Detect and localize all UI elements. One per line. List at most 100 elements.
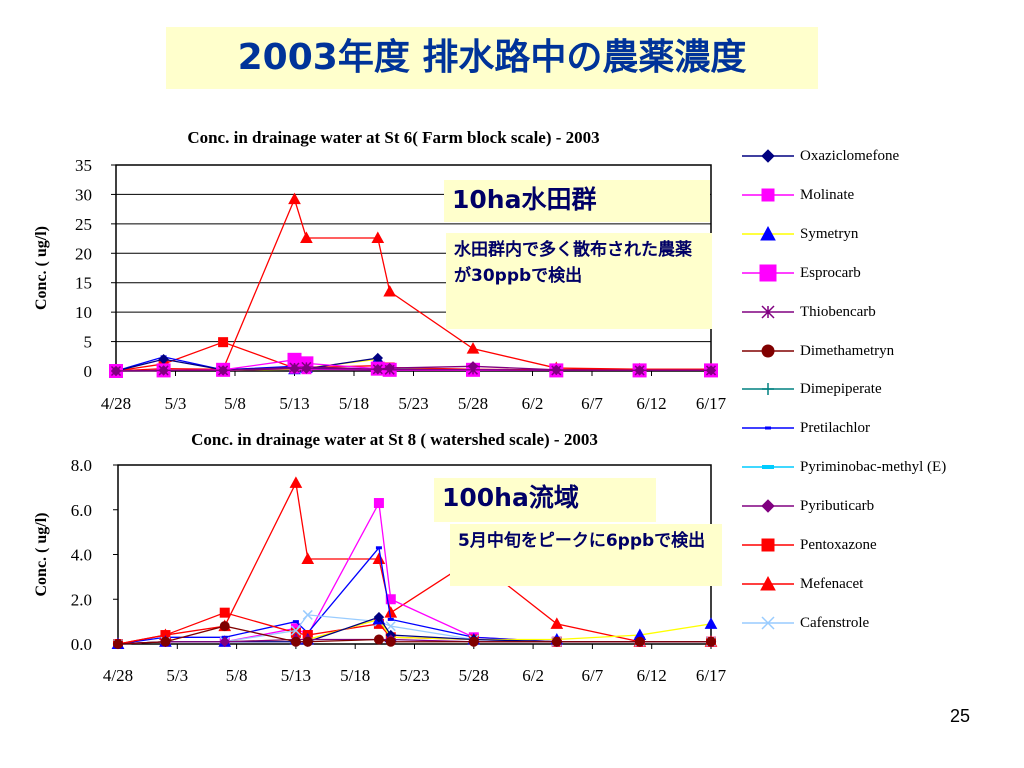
legend-marker (761, 538, 775, 552)
legend-swatch (742, 344, 794, 357)
data-point (160, 636, 171, 647)
legend-marker (760, 575, 776, 591)
chart-bottom-ytick-label: 8.0 (71, 456, 92, 475)
legend-swatch (742, 149, 794, 163)
chart-top-ytick-label: 10 (75, 303, 92, 322)
chart-top-xtick-label: 5/13 (279, 394, 309, 413)
data-point (704, 617, 718, 629)
legend-swatch (742, 305, 794, 319)
chart-top-xtick-label: 5/23 (398, 394, 428, 413)
chart-bottom-xtick-label: 6/12 (637, 666, 667, 685)
legend-item: Esprocarb (742, 263, 1012, 283)
legend-label: Molinate (800, 186, 855, 203)
chart-top-ytick-label: 5 (84, 333, 93, 352)
slide-title: 2003年度 排水路中の農薬濃度 (166, 27, 818, 89)
legend-marker (761, 188, 775, 202)
callout-top-heading-text: 10ha水田群 (452, 185, 597, 214)
legend-label: Cafenstrole (800, 614, 870, 631)
legend-swatch (742, 575, 794, 591)
legend-label: Pentoxazone (800, 537, 877, 553)
chart-bottom-xtick-label: 5/13 (281, 666, 311, 685)
data-point (706, 636, 716, 647)
data-point (110, 365, 122, 377)
legend-item: Oxaziclomefone (742, 146, 1012, 166)
data-point (384, 364, 395, 375)
legend-item: Cafenstrole (742, 613, 1012, 633)
data-point (375, 546, 382, 550)
data-point (372, 364, 383, 375)
chart-bottom-ytick-label: 4.0 (71, 546, 92, 565)
data-point (289, 476, 303, 488)
chart-top-title: Conc. in drainage water at St 6( Farm bl… (187, 128, 599, 147)
chart-top-xtick-label: 6/17 (696, 394, 727, 413)
chart-bottom-ylabel: Conc. ( ug/l) (33, 513, 50, 597)
legend-swatch (742, 264, 794, 282)
legend-marker (761, 344, 775, 357)
chart-bottom-xtick-label: 5/8 (226, 666, 248, 685)
legend-item: Dimethametryn (742, 341, 1012, 361)
legend-item: Dimepiperate (742, 379, 1012, 399)
data-point (218, 365, 229, 376)
legend-item: Molinate (742, 185, 1012, 205)
legend-item: Mefenacet (742, 574, 1012, 594)
data-point (466, 342, 480, 354)
data-point (113, 639, 123, 649)
chart-bottom-ytick-label: 6.0 (71, 501, 92, 520)
legend-marker (761, 149, 775, 163)
legend-swatch (742, 465, 794, 470)
chart-top-xtick-label: 5/18 (339, 394, 369, 413)
callout-bottom-body: 5月中旬をピークに6ppbで検出 (450, 524, 722, 586)
chart-bottom-xtick-label: 6/2 (522, 666, 544, 685)
data-point (385, 594, 396, 605)
chart-bottom-xtick-label: 6/17 (696, 666, 727, 685)
data-point (468, 636, 479, 647)
data-point (158, 365, 169, 376)
callout-bottom-heading: 100ha流域 (434, 478, 656, 522)
chart-top-xtick-label: 6/2 (522, 394, 544, 413)
legend-swatch (742, 616, 794, 630)
callout-top-body: 水田群内で多く散布された農薬が30ppbで検出 (446, 233, 712, 329)
chart-bottom-title: Conc. in drainage water at St 8 ( waters… (191, 430, 598, 449)
chart-top-ylabel: Conc. ( ug/l) (33, 226, 50, 310)
legend-marker (765, 426, 771, 430)
chart-top-ytick-label: 25 (75, 215, 92, 234)
chart-top-ytick-label: 20 (75, 244, 92, 263)
legend-swatch (742, 538, 794, 552)
chart-top-xtick-label: 5/28 (458, 394, 488, 413)
legend-label: Esprocarb (800, 264, 861, 281)
data-point (385, 636, 396, 647)
legend-item: Pyributicarb (742, 496, 1012, 516)
data-point (550, 617, 564, 629)
chart-bottom: Conc. in drainage water at St 8 ( waters… (33, 430, 727, 685)
legend-label: Oxaziclomefone (800, 148, 900, 164)
data-point (219, 607, 230, 618)
chart-bottom-ytick-label: 0.0 (71, 635, 92, 654)
data-point (551, 365, 562, 376)
legend-swatch (742, 426, 794, 430)
legend-swatch (742, 383, 794, 396)
data-point (290, 636, 301, 647)
data-point (467, 364, 479, 375)
legend-label: Pyributicarb (800, 498, 875, 515)
chart-bottom-xtick-label: 5/18 (340, 666, 370, 685)
legend-marker (760, 225, 776, 241)
page-number: 25 (949, 706, 970, 726)
callout-top-heading: 10ha水田群 (444, 180, 710, 222)
legend-label: Symetryn (800, 225, 859, 242)
legend-label: Dimethametryn (800, 342, 895, 359)
data-point (292, 620, 299, 624)
data-point (218, 337, 229, 348)
data-point (385, 621, 396, 632)
data-point (300, 231, 313, 243)
legend-swatch (742, 188, 794, 202)
data-point (387, 617, 394, 621)
data-point (301, 361, 312, 372)
callout-top-body-text: 水田群内で多く散布された農薬が30ppbで検出 (454, 240, 692, 286)
series-thiobencarb (110, 361, 717, 377)
legend-marker (762, 383, 774, 396)
chart-bottom-xtick-label: 5/23 (399, 666, 429, 685)
data-point (373, 634, 384, 645)
data-point (289, 362, 300, 373)
data-point (219, 621, 230, 632)
data-point (373, 498, 384, 509)
